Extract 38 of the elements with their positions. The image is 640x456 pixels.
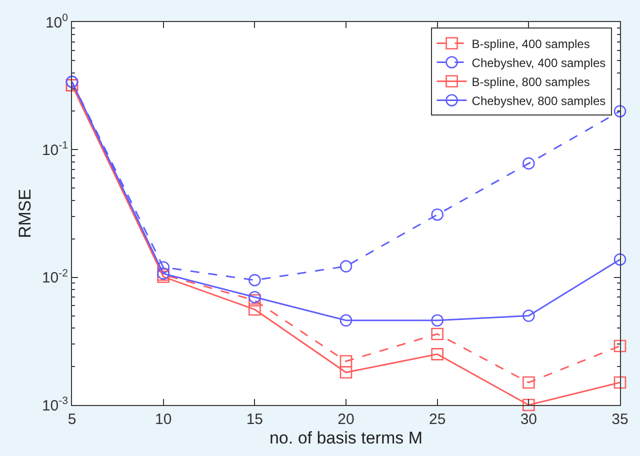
point <box>522 310 535 322</box>
point <box>522 376 535 389</box>
point <box>614 253 626 266</box>
point <box>431 208 444 221</box>
x-tick-label: 20 <box>338 411 354 428</box>
x-tick-label: 5 <box>68 411 76 428</box>
point <box>248 294 261 307</box>
point <box>340 366 352 379</box>
y-axis-title: RMSE <box>16 188 35 238</box>
point <box>614 105 626 118</box>
x-tick-label: 30 <box>520 411 538 428</box>
x-tick-label: 10 <box>154 411 172 428</box>
point <box>340 260 352 272</box>
point <box>522 157 535 170</box>
point <box>431 314 444 327</box>
point <box>614 376 626 389</box>
point <box>431 348 444 360</box>
point <box>157 261 170 274</box>
y-tick-label: 10$^{-1}$ <box>42 140 68 159</box>
legend-label: Chebyshev, 400 samples <box>472 56 606 70</box>
y-tick-label: 10$^{-3}$ <box>42 394 68 414</box>
x-tick-label: 35 <box>612 411 628 428</box>
point <box>614 340 626 352</box>
point <box>522 398 535 412</box>
point <box>248 303 261 316</box>
x-tick-label: 15 <box>246 411 264 428</box>
y-tick-label: 10$^{0}$ <box>45 12 68 32</box>
legend-label: B-spline, 800 samples <box>472 74 590 89</box>
point <box>340 314 352 327</box>
legend-label: Chebyshev, 800 samples <box>472 94 606 108</box>
point <box>431 328 444 340</box>
point <box>248 274 261 286</box>
point <box>248 290 261 304</box>
y-tick-label: 10$^{-2}$ <box>42 267 68 287</box>
legend-label: B-spline, 400 samples <box>472 36 590 51</box>
x-axis-title: no. of basis terms M <box>269 428 423 448</box>
x-tick-label: 25 <box>428 411 446 428</box>
point <box>340 355 352 368</box>
